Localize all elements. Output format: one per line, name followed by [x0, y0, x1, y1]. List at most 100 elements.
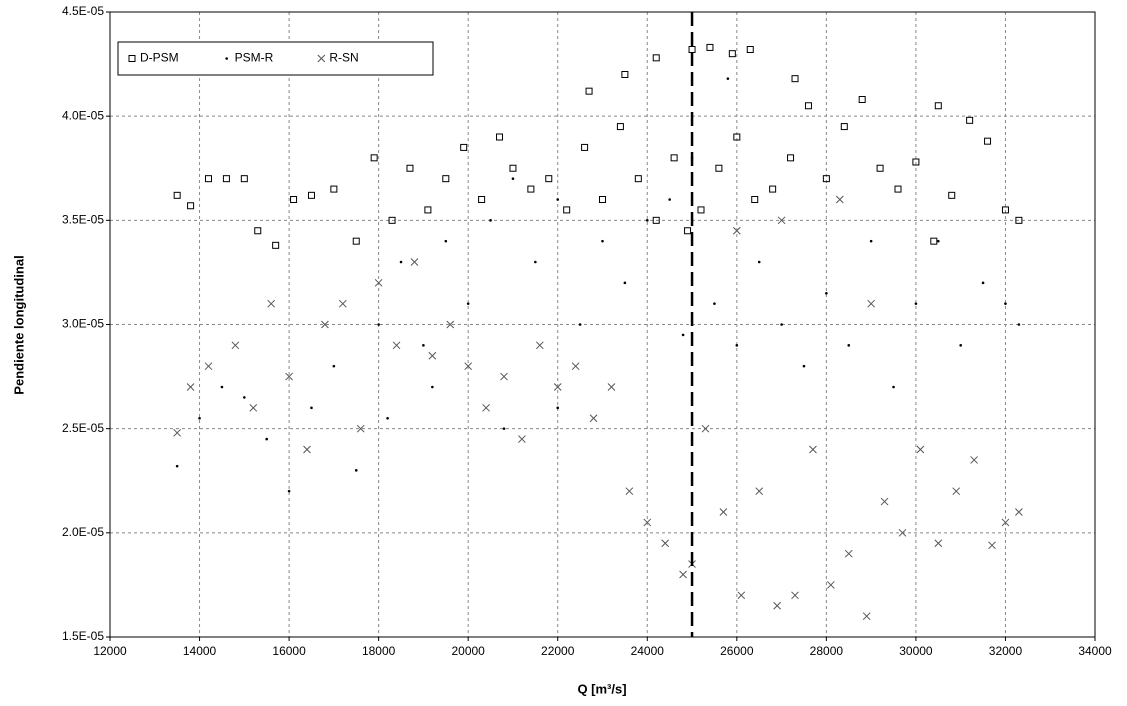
- dot-marker: [556, 406, 560, 410]
- square-marker: [478, 196, 486, 203]
- square-marker: [746, 46, 754, 53]
- cross-marker: [934, 539, 943, 548]
- square-marker: [370, 154, 378, 162]
- cross-marker: [916, 445, 925, 454]
- dot-marker: [981, 281, 985, 285]
- cross-marker: [970, 456, 978, 464]
- dot-marker: [354, 469, 358, 472]
- cross-marker: [880, 497, 889, 506]
- dot-marker: [444, 239, 448, 243]
- cross-marker: [321, 320, 329, 329]
- square-marker: [912, 158, 920, 166]
- x-tick-label: 18000: [362, 644, 396, 658]
- cross-marker: [231, 341, 240, 350]
- dot-marker: [1004, 302, 1007, 305]
- cross-marker: [338, 299, 347, 308]
- square-marker: [621, 71, 629, 78]
- square-marker: [599, 196, 606, 203]
- dot-marker: [399, 260, 403, 264]
- cross-marker: [374, 278, 383, 287]
- square-marker: [307, 191, 315, 199]
- dot-marker: [175, 464, 179, 468]
- cross-marker: [607, 383, 616, 391]
- square-marker: [272, 241, 280, 249]
- dot-marker: [265, 437, 269, 441]
- square-marker: [733, 133, 741, 141]
- plot-frame: [109, 11, 1096, 638]
- cross-marker: [428, 351, 437, 360]
- cross-marker: [867, 299, 875, 308]
- dot-marker: [310, 406, 313, 410]
- cross-marker: [571, 362, 580, 371]
- square-marker: [791, 75, 799, 83]
- cross-marker: [625, 487, 634, 496]
- cross-marker: [392, 341, 401, 350]
- square-marker: [1015, 216, 1023, 224]
- square-marker: [787, 154, 795, 162]
- square-marker: [684, 227, 692, 235]
- y-tick-label: 4.0E-05: [62, 108, 104, 122]
- cross-marker: [862, 612, 871, 621]
- square-marker: [894, 185, 902, 193]
- cross-marker: [988, 541, 996, 550]
- dot-marker: [220, 385, 224, 389]
- square-marker: [205, 175, 212, 183]
- x-tick-label: 22000: [541, 644, 575, 658]
- cross-marker: [826, 581, 835, 589]
- cross-marker: [249, 403, 258, 412]
- square-marker: [424, 206, 432, 214]
- dot-marker: [645, 219, 649, 222]
- cross-marker: [755, 487, 764, 496]
- x-tick-label: 26000: [720, 644, 754, 658]
- cross-marker: [589, 414, 598, 423]
- dot-marker: [332, 364, 336, 368]
- x-tick-label: 32000: [989, 644, 1023, 658]
- dot-marker: [489, 219, 492, 222]
- square-marker: [330, 185, 338, 193]
- cross-marker: [701, 424, 710, 433]
- square-marker: [509, 164, 517, 172]
- square-marker: [240, 175, 248, 183]
- y-tick-label: 2.0E-05: [62, 525, 104, 539]
- cross-marker: [898, 528, 907, 537]
- square-marker: [290, 196, 298, 203]
- cross-marker: [267, 299, 276, 308]
- square-marker: [840, 123, 848, 131]
- square-marker: [769, 185, 777, 193]
- y-tick-label: 1.5E-05: [62, 629, 104, 643]
- y-tick-label: 3.5E-05: [62, 213, 104, 227]
- square-marker: [634, 175, 642, 183]
- cross-marker: [773, 601, 781, 610]
- dot-marker: [511, 177, 515, 180]
- dot-marker: [287, 489, 291, 493]
- x-tick-label: 16000: [272, 644, 306, 658]
- dot-marker: [386, 416, 389, 420]
- dot-marker: [623, 281, 627, 285]
- dot-marker: [681, 333, 685, 337]
- dot-marker: [668, 198, 671, 201]
- cross-marker: [719, 508, 728, 516]
- dot-marker: [377, 323, 380, 326]
- cross-marker: [737, 591, 746, 600]
- cross-marker: [204, 362, 213, 371]
- y-axis-title: Pendiente longitudinal: [11, 255, 26, 394]
- cross-marker: [535, 341, 544, 350]
- cross-marker: [500, 372, 508, 381]
- cross-marker: [809, 445, 817, 454]
- square-marker: [173, 191, 181, 199]
- cross-marker: [518, 435, 526, 443]
- y-tick-label: 3.0E-05: [62, 317, 104, 331]
- square-marker: [652, 54, 660, 62]
- dot-marker: [466, 302, 470, 305]
- dot-marker: [225, 57, 228, 60]
- square-marker: [715, 164, 723, 172]
- square-marker: [670, 154, 678, 162]
- square-marker: [858, 96, 866, 103]
- square-marker: [706, 43, 714, 51]
- square-marker: [585, 87, 593, 95]
- x-tick-label: 12000: [93, 644, 127, 658]
- cross-marker: [410, 258, 419, 266]
- cross-marker: [482, 403, 490, 412]
- square-marker: [728, 50, 736, 58]
